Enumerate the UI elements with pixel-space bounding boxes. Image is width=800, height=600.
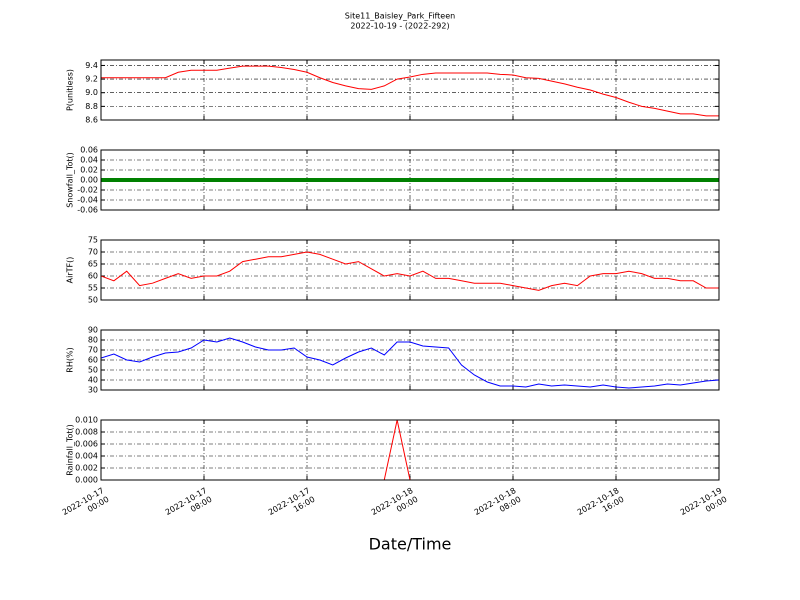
axes-frame: [100, 419, 720, 481]
y-tick-label: -0.04: [77, 196, 98, 205]
y-axis-label: P(unitless): [66, 69, 75, 111]
axes-frame: [100, 149, 720, 211]
y-tick-label: 80: [88, 336, 98, 345]
y-axis-label: Snowfall_Tot(): [66, 152, 75, 208]
axes-frame: [100, 239, 720, 301]
y-tick-label: 50: [88, 296, 98, 305]
y-tick-label: 90: [88, 326, 98, 335]
y-tick-label: -0.06: [77, 206, 98, 215]
y-tick-label: 0.000: [75, 476, 98, 485]
y-tick-label: 70: [88, 248, 98, 257]
y-tick-label: 0.006: [75, 440, 98, 449]
y-tick-label: 0.002: [75, 464, 98, 473]
y-tick-label: 9.0: [85, 88, 98, 97]
y-tick-label: 9.2: [85, 75, 98, 84]
y-tick-label: 0.06: [80, 146, 98, 155]
y-tick-label: 50: [88, 366, 98, 375]
y-tick-label: 0.00: [80, 176, 98, 185]
y-tick-label: 60: [88, 356, 98, 365]
y-axis-label: AirTF(): [66, 257, 75, 284]
axes-frame: [100, 329, 720, 391]
y-tick-label: 65: [88, 260, 98, 269]
y-tick-label: 55: [88, 284, 98, 293]
y-tick-label: 0.04: [80, 156, 98, 165]
y-tick-label: 0.010: [75, 416, 98, 425]
y-tick-label: 0.008: [75, 428, 98, 437]
axes-frame: [100, 59, 720, 121]
y-tick-label: 40: [88, 376, 98, 385]
y-tick-label: 8.6: [85, 116, 98, 125]
data-line: [101, 251, 719, 291]
y-tick-label: 30: [88, 386, 98, 395]
y-axis-label: Rainfall_Tot(): [66, 424, 75, 476]
y-tick-label: 70: [88, 346, 98, 355]
x-axis-label: Date/Time: [369, 535, 452, 554]
data-line: [101, 65, 719, 117]
y-axis-label: RH(%): [66, 347, 75, 372]
y-tick-label: 0.004: [75, 452, 98, 461]
chart-subtitle: 2022-10-19 - (2022-292): [350, 22, 449, 31]
y-tick-label: 75: [88, 236, 98, 245]
chart-title: Site11_Baisley_Park_Fifteen: [345, 12, 455, 21]
y-tick-label: 60: [88, 272, 98, 281]
y-tick-label: 8.8: [85, 102, 98, 111]
data-line: [101, 337, 719, 389]
y-tick-label: 0.02: [80, 166, 98, 175]
y-tick-label: -0.02: [77, 186, 98, 195]
y-tick-label: 9.4: [85, 61, 98, 70]
